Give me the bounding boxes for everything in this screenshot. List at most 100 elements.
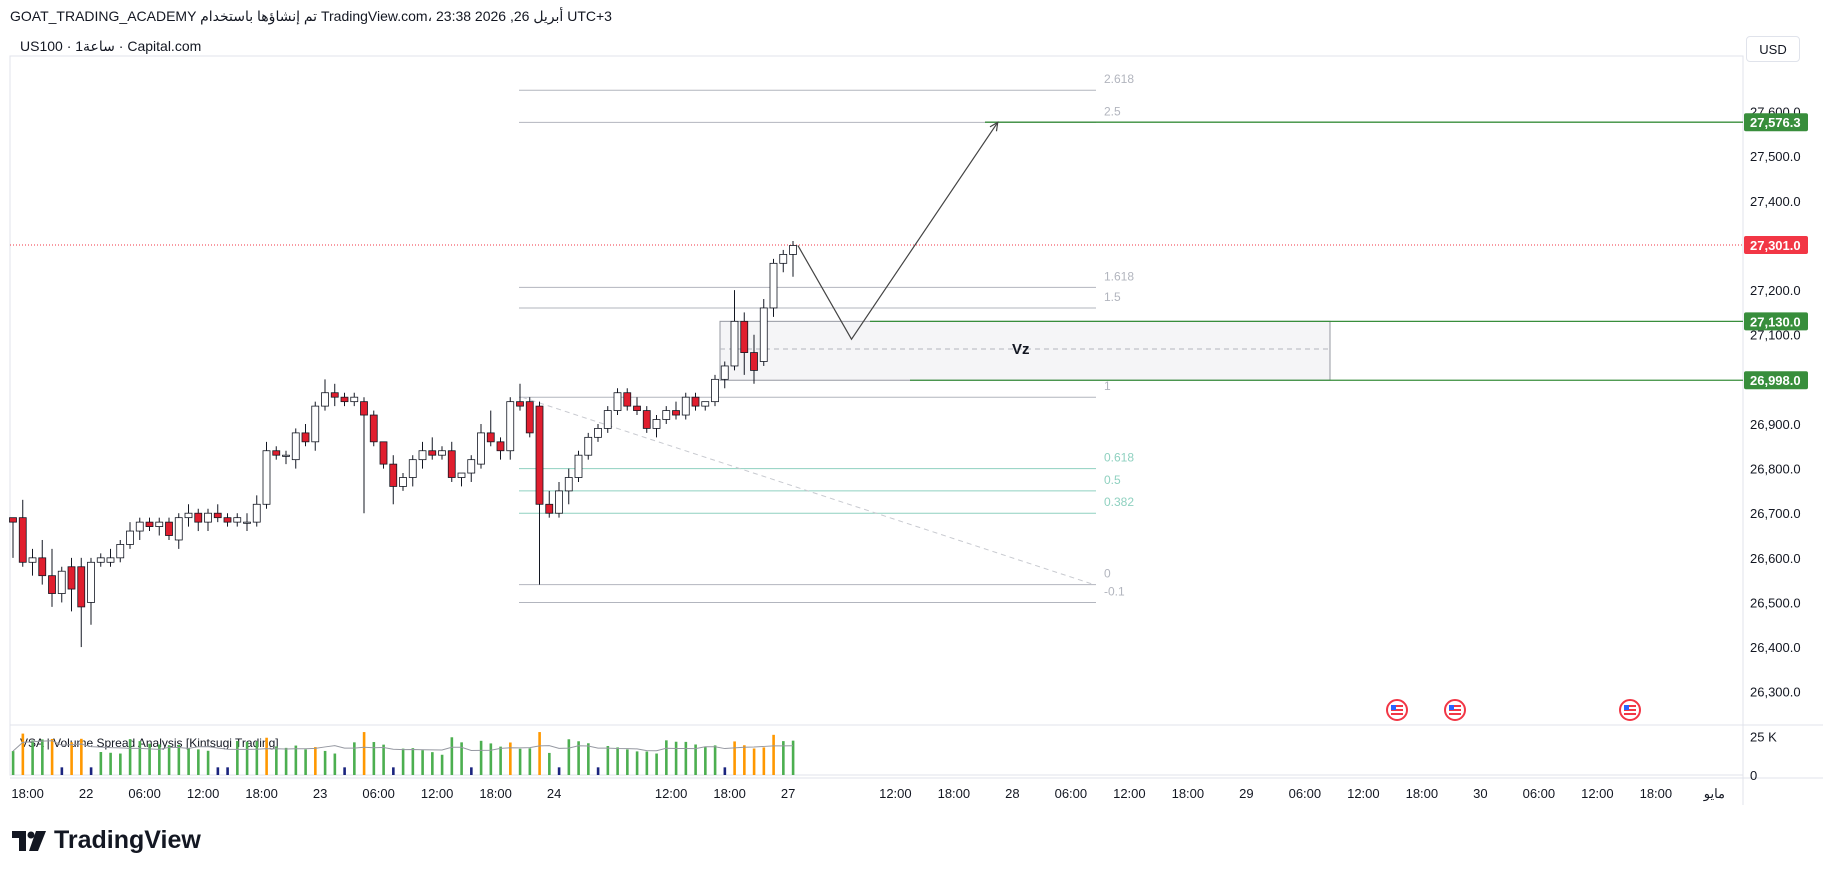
volume-bar xyxy=(206,750,210,775)
flag-canton xyxy=(1391,705,1396,710)
candle-body xyxy=(87,561,95,603)
volume-bar xyxy=(626,749,629,775)
candle-body xyxy=(262,450,271,505)
time-tick-label: 12:00 xyxy=(655,786,688,801)
volume-bar xyxy=(197,749,200,775)
volume-bar xyxy=(275,746,278,775)
volume-bar xyxy=(245,741,249,775)
volume-bar xyxy=(577,741,580,775)
volume-bar xyxy=(704,747,707,775)
symbol-legend[interactable]: US100 · 1ساعة · Capital.com xyxy=(20,38,202,54)
volume-bar xyxy=(635,751,639,775)
candle-body xyxy=(633,405,641,411)
candle-body xyxy=(67,566,76,590)
time-tick-label: 18:00 xyxy=(1406,786,1439,801)
candle-body xyxy=(642,410,651,429)
candle-body xyxy=(730,320,739,367)
time-tick-label: 18:00 xyxy=(1172,786,1205,801)
time-tick-label: 29 xyxy=(1239,786,1253,801)
price-tag-label: 27,576.3 xyxy=(1750,115,1801,130)
price-tick-label: 27,100.0 xyxy=(1750,328,1801,343)
volume-bar xyxy=(723,767,727,775)
fib-level-label: 1.5 xyxy=(1104,290,1121,304)
volume-bar xyxy=(128,739,132,775)
candle-body xyxy=(701,401,710,407)
volume-bar xyxy=(401,748,405,775)
volume-tick-label: 0 xyxy=(1750,768,1757,783)
zone-label: Vz xyxy=(1012,341,1030,358)
candle-body xyxy=(165,521,173,536)
volume-bar xyxy=(713,745,717,775)
flag-stripe xyxy=(1624,713,1636,715)
candle-body xyxy=(750,352,758,371)
candle-body xyxy=(252,503,261,523)
volume-bar xyxy=(743,745,746,775)
zone-box[interactable] xyxy=(719,320,1331,381)
fib-level-label: 0.382 xyxy=(1104,495,1134,509)
candle-body xyxy=(379,441,388,465)
candle-body xyxy=(48,575,56,594)
volume-bar xyxy=(655,753,658,775)
volume-bar xyxy=(762,747,766,775)
candle-body xyxy=(204,512,212,523)
volume-bar xyxy=(518,748,522,775)
candle-body xyxy=(574,454,583,478)
volume-bar xyxy=(392,767,395,775)
volume-bar xyxy=(479,740,483,775)
projection-path[interactable] xyxy=(797,121,999,341)
tradingview-logo[interactable]: TradingView xyxy=(12,826,201,855)
volume-bar xyxy=(382,744,385,775)
time-tick-label: 24 xyxy=(547,786,561,801)
volume-bar xyxy=(431,752,434,775)
candle-body xyxy=(711,378,719,403)
volume-bar xyxy=(148,743,151,775)
volume-bar xyxy=(323,750,327,775)
price-tag xyxy=(1744,312,1808,331)
volume-average-line xyxy=(12,740,794,752)
candle-body xyxy=(652,419,661,429)
candle-body xyxy=(135,521,144,532)
currency-button[interactable]: USD xyxy=(1746,36,1800,62)
candle-body xyxy=(506,401,515,452)
chart-frame xyxy=(9,55,1744,776)
candle-body xyxy=(740,320,749,353)
price-tag-label: 27,301.0 xyxy=(1750,238,1801,253)
fib-level-label: -0.1 xyxy=(1104,584,1125,598)
volume-bar xyxy=(226,767,229,775)
volume-bar xyxy=(528,748,532,775)
volume-bar xyxy=(216,767,220,775)
candle-body xyxy=(389,463,398,487)
volume-bar xyxy=(304,749,307,775)
flag-stripe xyxy=(1624,709,1636,711)
time-tick-label: 28 xyxy=(1005,786,1019,801)
candle-body xyxy=(116,544,125,559)
candle-body xyxy=(57,570,66,594)
candle-body xyxy=(321,392,329,407)
candle-body xyxy=(408,459,417,478)
candle-body xyxy=(272,450,281,456)
price-tick-label: 26,400.0 xyxy=(1750,640,1801,655)
volume-bar xyxy=(665,740,668,775)
price-tag xyxy=(1744,371,1808,390)
volume-bar xyxy=(158,744,161,775)
candle-body xyxy=(77,566,86,608)
candle-body xyxy=(301,432,310,443)
candle-body xyxy=(662,410,671,420)
candle-body xyxy=(769,262,778,309)
candle-body xyxy=(369,414,378,443)
candle-body xyxy=(350,396,359,403)
time-tick-label: 12:00 xyxy=(421,786,454,801)
time-tick-label: 18:00 xyxy=(245,786,278,801)
price-chart[interactable]: 27,600.027,500.027,400.027,200.027,100.0… xyxy=(0,0,1824,820)
tradingview-logo-text: TradingView xyxy=(54,826,201,854)
volume-bar xyxy=(548,752,551,775)
volume-bar xyxy=(372,742,376,775)
time-tick-label: 18:00 xyxy=(938,786,971,801)
volume-bar xyxy=(782,741,785,775)
candle-body xyxy=(418,450,427,461)
time-tick-label: 12:00 xyxy=(187,786,220,801)
volume-bar xyxy=(421,750,424,775)
fib-level-label: 0.618 xyxy=(1104,451,1134,465)
candle-body xyxy=(779,254,788,264)
volume-bar xyxy=(80,738,83,775)
